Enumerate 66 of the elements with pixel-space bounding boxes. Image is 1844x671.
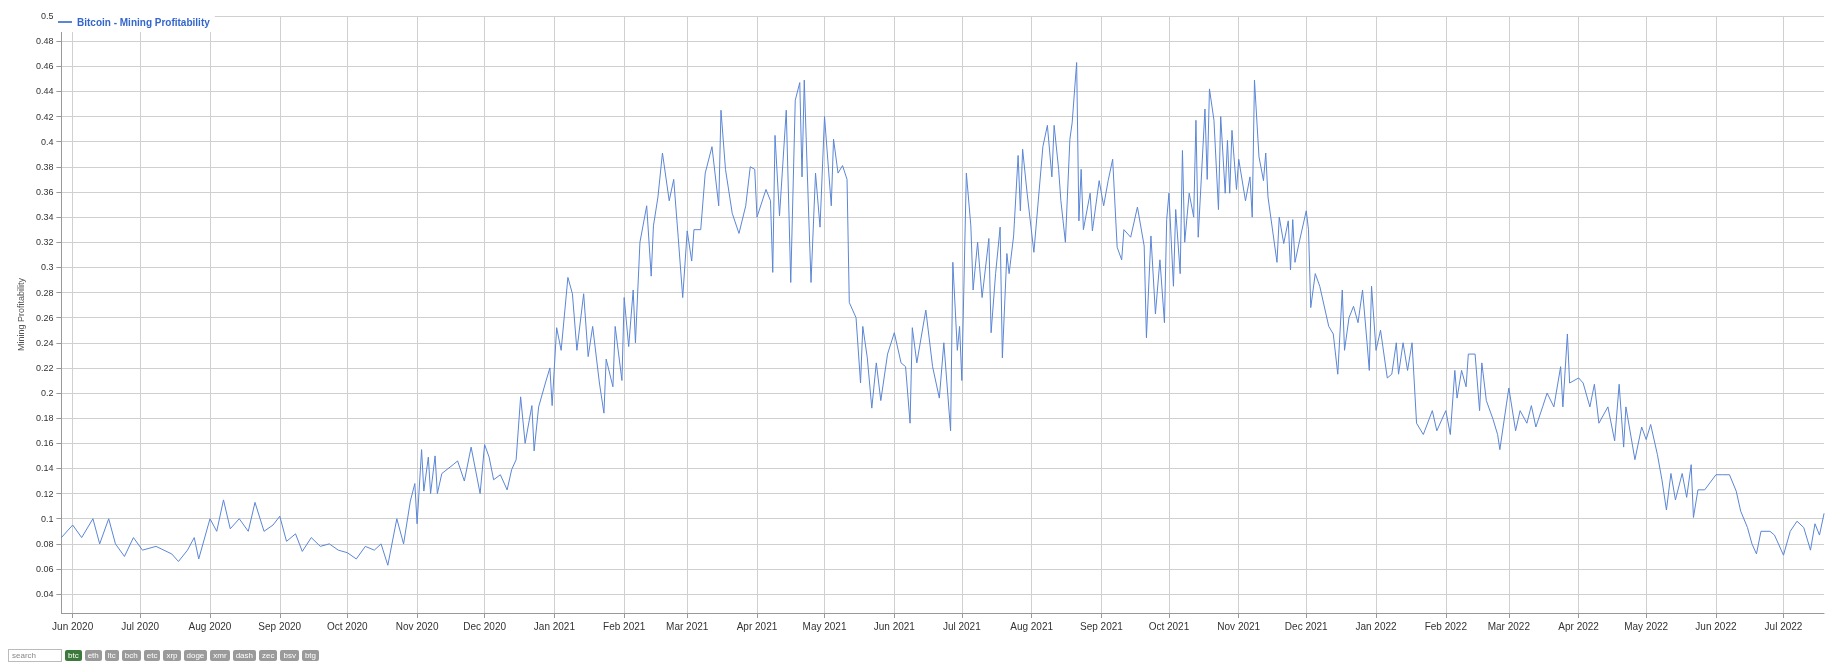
coin-button: xmr xyxy=(210,650,230,661)
x-tick-label: Sep 2021 xyxy=(1079,620,1124,632)
y-tick-label: 0.06 xyxy=(35,564,54,575)
x-tick-label: Jul 2020 xyxy=(121,620,160,632)
x-tick-label: Sep 2020 xyxy=(258,620,302,632)
coin-button: bsv xyxy=(280,650,299,661)
coin-button: ltc xyxy=(104,650,119,661)
coin-button: bch xyxy=(121,650,141,661)
y-tick-label: 0.16 xyxy=(35,438,54,449)
x-tick-label: Jan 2022 xyxy=(1355,620,1398,632)
coin-button: dash xyxy=(232,650,256,661)
x-tick-label: Mar 2021 xyxy=(666,620,709,632)
y-tick-label: 0.3 xyxy=(40,262,54,273)
x-tick-label: Oct 2021 xyxy=(1148,620,1190,632)
y-tick-label: 0.18 xyxy=(35,413,54,424)
coin-button: zec xyxy=(259,650,278,661)
x-tick-label: Apr 2022 xyxy=(1558,620,1600,632)
x-tick-label: Jul 2021 xyxy=(942,620,982,632)
y-tick-label: 0.38 xyxy=(35,161,54,172)
x-tick-label: Jan 2021 xyxy=(533,620,576,632)
search-field: search xyxy=(8,649,62,662)
y-tick-label: 0.44 xyxy=(35,86,54,97)
x-tick-label: May 2021 xyxy=(802,620,847,632)
y-tick-label: 0.42 xyxy=(35,111,54,122)
y-tick-label: 0.32 xyxy=(35,237,54,248)
y-tick-label: 0.08 xyxy=(35,538,54,549)
y-tick-label: 0.4 xyxy=(40,136,54,147)
x-tick-label: Apr 2021 xyxy=(736,620,778,632)
x-tick-label: Jun 2021 xyxy=(873,620,916,632)
y-tick-label: 0.26 xyxy=(35,312,54,323)
coin-button: btc xyxy=(65,650,82,661)
y-tick-label: 0.04 xyxy=(35,589,54,600)
y-tick-label: 0.48 xyxy=(35,36,54,47)
y-tick-label: 0.2 xyxy=(40,388,54,399)
x-tick-label: Mar 2022 xyxy=(1487,620,1531,632)
y-tick-label: 0.12 xyxy=(35,488,54,499)
y-tick-label: 0.34 xyxy=(35,212,54,223)
x-tick-label: Aug 2020 xyxy=(188,620,232,632)
y-tick-label: 0.22 xyxy=(35,362,54,373)
x-tick-label: Feb 2021 xyxy=(603,620,646,632)
y-axis-title: Mining Profitability xyxy=(15,277,26,352)
x-tick-label: Jul 2022 xyxy=(1764,620,1803,632)
y-tick-label: 0.28 xyxy=(35,287,54,298)
y-tick-label: 0.46 xyxy=(35,61,54,72)
y-tick-label: 0.36 xyxy=(35,186,54,197)
coin-button: etc xyxy=(143,650,161,661)
coin-button: eth xyxy=(84,650,102,661)
coin-button: xrp xyxy=(163,650,181,661)
y-tick-label: 0.24 xyxy=(35,337,54,348)
x-tick-label: Jun 2020 xyxy=(52,620,94,632)
line-series xyxy=(60,62,1825,566)
x-tick-label: Jun 2022 xyxy=(1695,620,1737,632)
y-tick-label: 0.14 xyxy=(35,463,54,474)
coin-button: doge xyxy=(183,650,208,661)
x-tick-label: Aug 2021 xyxy=(1010,620,1054,632)
x-tick-label: Nov 2020 xyxy=(395,620,439,632)
y-tick-label: 0.1 xyxy=(40,513,54,524)
x-tick-label: Oct 2020 xyxy=(327,620,369,632)
x-tick-label: Dec 2020 xyxy=(463,620,507,632)
y-tick-label: 0.5 xyxy=(40,11,54,21)
x-tick-label: Feb 2022 xyxy=(1424,620,1468,632)
x-tick-label: May 2022 xyxy=(1624,620,1669,632)
x-tick-label: Nov 2021 xyxy=(1217,620,1261,632)
x-tick-label: Dec 2021 xyxy=(1284,620,1329,632)
legend-label: Bitcoin - Mining Profitability xyxy=(77,16,211,28)
coin-button: btg xyxy=(301,650,319,661)
